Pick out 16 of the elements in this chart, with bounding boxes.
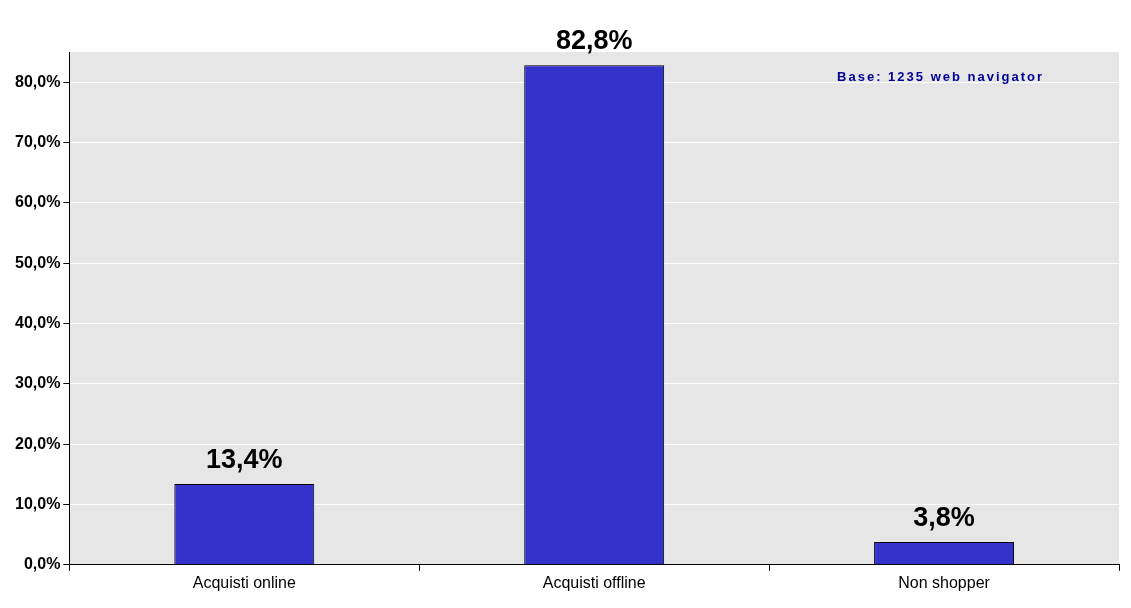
x-tick-label: Non shopper (898, 573, 991, 591)
x-tick-label: Acquisti online (192, 573, 296, 591)
y-tick-label: 50,0% (14, 253, 61, 271)
y-tick-label: 40,0% (14, 313, 61, 331)
y-tick-label: 30,0% (14, 374, 61, 392)
annotation: Base: 1235 web navigator (837, 68, 1045, 84)
y-tick-label: 60,0% (14, 193, 61, 211)
x-tick-label: Acquisti offline (542, 573, 646, 591)
y-tick-label: 70,0% (14, 132, 61, 150)
data-label: 82,8% (555, 25, 633, 56)
data-label: 3,8% (913, 501, 975, 532)
y-tick-label: 10,0% (14, 494, 61, 512)
y-tick-label: 20,0% (14, 434, 61, 452)
y-tick-label: 80,0% (14, 72, 61, 90)
y-tick-label: 0,0% (23, 555, 61, 573)
data-label: 13,4% (206, 443, 283, 474)
